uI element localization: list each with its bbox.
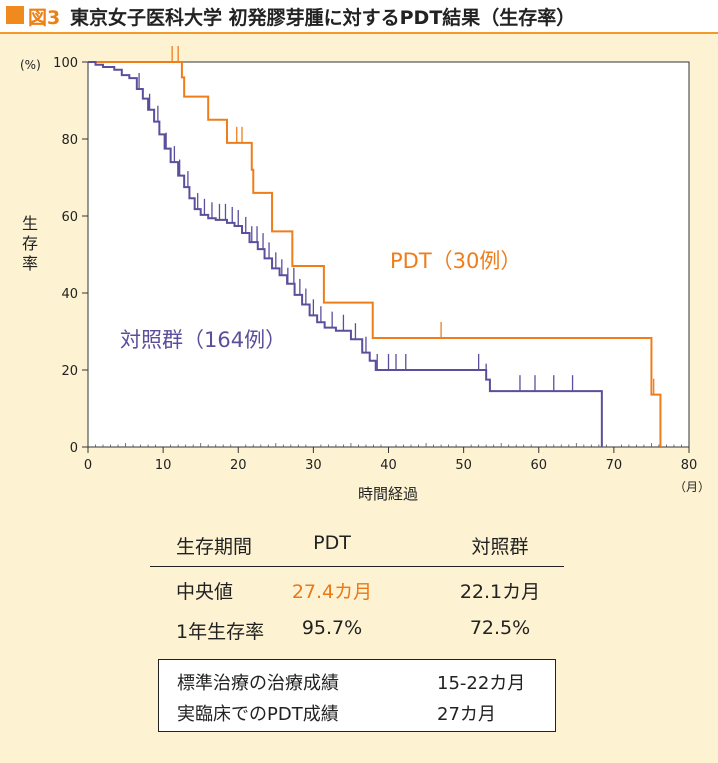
survival-stats-table: 生存期間 PDT 対照群 中央値 27.4カ月 22.1カ月 1年生存率 95.…	[150, 528, 564, 653]
x-tick-label: 60	[530, 458, 547, 473]
x-tick-label: 10	[155, 458, 172, 473]
reference-notes-box: 標準治療の治療成績 15-22カ月 実臨床でのPDT成績 27カ月	[158, 659, 556, 732]
y-axis-label: 生存率	[22, 214, 38, 273]
y-tick-label: 20	[61, 364, 78, 379]
x-unit-label: （月）	[674, 480, 710, 494]
stats-row-label: 1年生存率	[176, 621, 265, 643]
y-axis-label-char: 存	[22, 234, 38, 253]
x-tick-label: 80	[681, 458, 698, 473]
x-tick-label: 0	[84, 458, 92, 473]
notes-pdt-label: 実臨床でのPDT成績	[177, 704, 339, 725]
page-title: 東京女子医科大学 初発膠芽腫に対するPDT結果（生存率）	[70, 7, 576, 29]
stats-header-pdt: PDT	[313, 532, 351, 554]
axes: 0 10 20 30 40 50 60 70 80 0 20 40 60 80 100	[53, 56, 697, 473]
plot-area	[87, 61, 690, 448]
survival-chart: 0 10 20 30 40 50 60 70 80 0 20 40 60 80 100 (%) （月） 時間…	[20, 46, 710, 503]
y-tick-label: 60	[61, 210, 78, 225]
stats-median-control: 22.1カ月	[459, 581, 541, 603]
y-axis-label-char: 生	[22, 214, 38, 233]
pdt-series-label: PDT（30例）	[390, 249, 521, 273]
stats-oneyear-control: 72.5%	[469, 617, 531, 639]
y-tick-label: 0	[70, 441, 78, 456]
y-unit-label: (%)	[20, 58, 41, 72]
y-tick-label: 80	[61, 133, 78, 148]
x-tick-label: 70	[606, 458, 623, 473]
x-tick-label: 50	[455, 458, 472, 473]
control-survival-line	[88, 61, 603, 447]
stats-header-control: 対照群	[471, 536, 529, 558]
series-layer	[88, 46, 662, 447]
title-marker	[6, 6, 24, 24]
x-tick-label: 40	[380, 458, 397, 473]
stats-row-median: 中央値 27.4カ月 22.1カ月	[150, 573, 564, 613]
control-series-label: 対照群（164例）	[120, 328, 286, 352]
x-tick-label: 20	[230, 458, 247, 473]
stats-oneyear-pdt: 95.7%	[301, 617, 363, 639]
x-axis-label: 時間経過	[358, 485, 418, 503]
x-tick-label: 30	[305, 458, 322, 473]
stats-header-period: 生存期間	[176, 536, 253, 558]
y-tick-label: 100	[53, 56, 78, 71]
y-tick-label: 40	[61, 287, 78, 302]
title-bar: 図3 東京女子医科大学 初発膠芽腫に対するPDT結果（生存率）	[0, 0, 718, 34]
figure-label: 図3	[28, 7, 61, 29]
stats-row-label: 中央値	[176, 581, 234, 603]
pdt-series	[88, 46, 662, 447]
notes-pdt-value: 27カ月	[437, 704, 496, 725]
y-axis-label-char: 率	[22, 254, 38, 273]
notes-standard-label: 標準治療の治療成績	[177, 673, 339, 694]
stats-header-row: 生存期間 PDT 対照群	[150, 528, 564, 567]
notes-standard-value: 15-22カ月	[437, 673, 526, 694]
control-series	[88, 61, 603, 447]
stats-median-pdt: 27.4カ月	[291, 581, 373, 603]
pdt-survival-line	[88, 61, 662, 447]
stats-row-one-year: 1年生存率 95.7% 72.5%	[150, 613, 564, 653]
